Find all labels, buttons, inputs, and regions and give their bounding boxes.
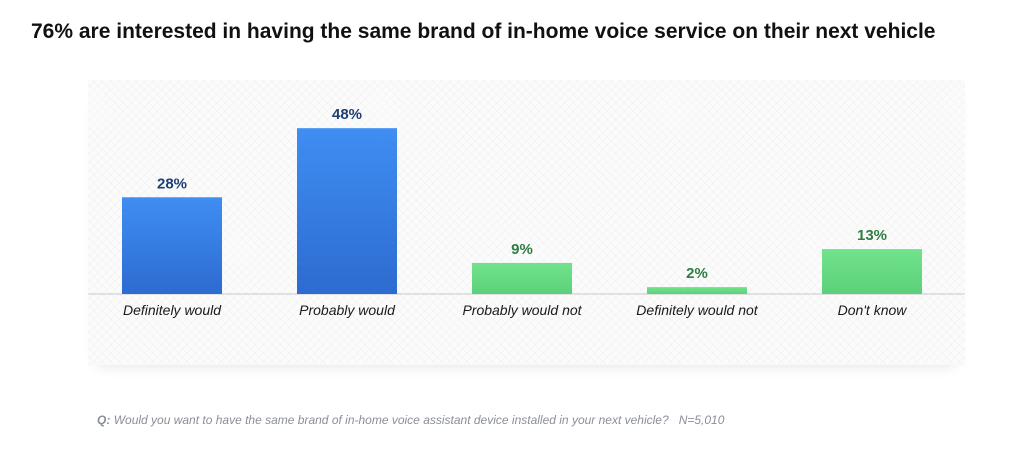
category-label-0: Definitely would <box>123 302 222 318</box>
data-label-0: 28% <box>157 175 187 192</box>
bar-1 <box>297 128 397 294</box>
category-label-3: Definitely would not <box>636 302 759 318</box>
footnote: Q: Would you want to have the same brand… <box>97 413 997 427</box>
data-label-4: 13% <box>857 227 887 244</box>
footnote-q-label: Q: <box>97 413 111 427</box>
data-label-3: 2% <box>686 265 708 282</box>
bar-2 <box>472 262 572 294</box>
data-label-1: 48% <box>332 106 362 123</box>
footnote-sample-size: N=5,010 <box>678 413 725 427</box>
category-label-4: Don't know <box>838 302 908 318</box>
category-label-1: Probably would <box>299 302 396 318</box>
data-label-2: 9% <box>511 241 533 258</box>
bar-chart: 28% Definitely would 48% Probably would 9% Pr… <box>88 106 965 318</box>
footnote-question: Would you want to have the same brand of… <box>113 413 669 427</box>
chart-title: 76% are interested in having the same br… <box>31 20 936 43</box>
category-label-2: Probably would not <box>462 302 582 318</box>
chart-panel: 28% Definitely would 48% Probably would 9% Pr… <box>88 80 965 365</box>
bar-0 <box>122 197 222 294</box>
bar-3 <box>647 287 747 294</box>
bar-4 <box>822 249 922 294</box>
